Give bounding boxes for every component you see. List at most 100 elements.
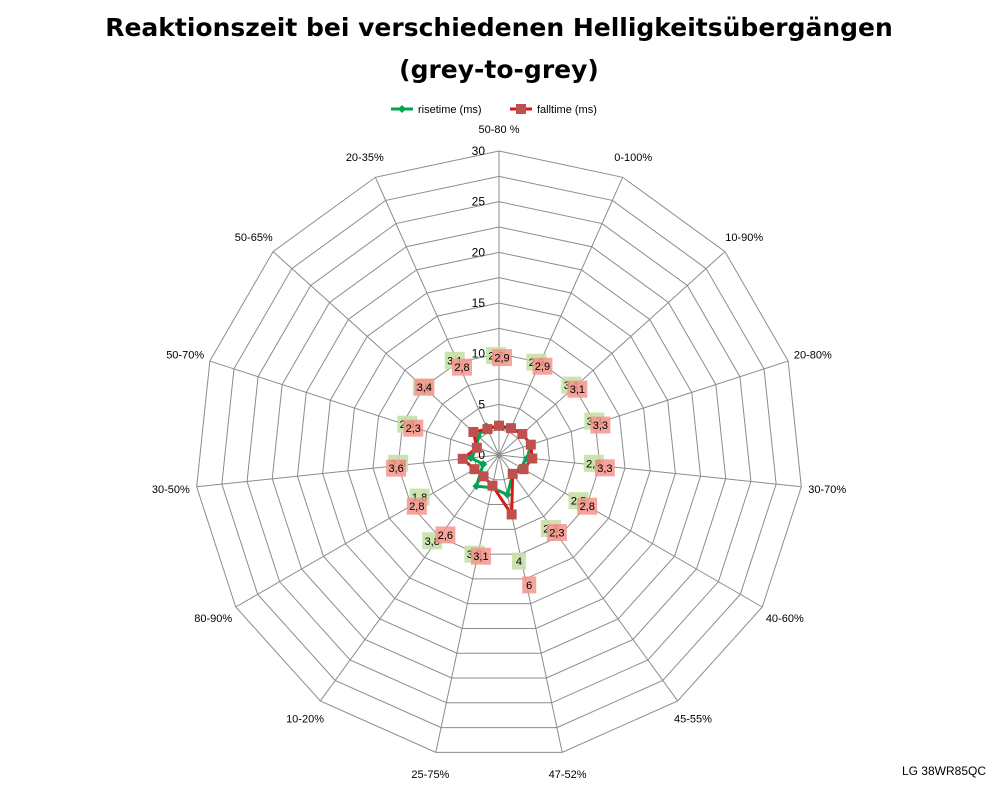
series-marker-falltime: [507, 468, 518, 479]
legend-risetime-marker: [398, 105, 406, 113]
category-label: 40-60%: [766, 613, 804, 625]
data-label: 2,3: [549, 527, 564, 539]
data-label: 4: [516, 556, 522, 568]
data-label-bg: [546, 523, 567, 541]
category-label: 10-20%: [286, 714, 324, 726]
axis-spoke: [498, 454, 802, 488]
legend-falltime-label: falltime (ms): [537, 104, 597, 116]
axis-spoke: [196, 454, 500, 488]
data-label-bg: [435, 526, 456, 544]
category-label: 0-100%: [614, 152, 652, 164]
series-marker-falltime: [478, 471, 489, 482]
category-label: 50-65%: [235, 232, 273, 244]
series-marker-falltime: [527, 453, 538, 464]
axis-spoke: [498, 177, 624, 456]
series-marker-falltime: [468, 426, 479, 437]
grid-ring: [196, 150, 802, 753]
series-line-1: [461, 424, 534, 516]
radial-tick-label: 30: [472, 144, 486, 158]
series-marker-risetime: [503, 490, 512, 499]
axis-spoke: [435, 454, 500, 753]
data-label-bg: [567, 380, 588, 398]
data-label-bg: [403, 419, 424, 437]
data-label: 2,8: [454, 362, 469, 374]
radar-grid: [196, 150, 802, 753]
axis-spoke: [498, 454, 563, 753]
axis-spoke: [498, 454, 679, 702]
axis-spoke: [374, 177, 500, 456]
grid-ring: [397, 353, 601, 555]
axis-spoke: [209, 360, 500, 456]
data-label: 3,1: [570, 384, 585, 396]
grid-ring: [221, 175, 777, 729]
series-marker-falltime: [525, 439, 536, 450]
series-marker-falltime: [487, 480, 498, 491]
series-marker-risetime: [479, 460, 488, 469]
axis-spoke: [319, 454, 500, 702]
series-marker-falltime: [457, 453, 468, 464]
data-label: 3,3: [593, 420, 608, 432]
axis-spoke: [235, 454, 500, 608]
radial-tick-label: 10: [472, 347, 486, 361]
grid-ring: [271, 226, 727, 679]
data-label: 6: [526, 580, 532, 592]
category-label: 45-55%: [674, 714, 712, 726]
data-label: 2,3: [406, 423, 421, 435]
data-label: 3,6: [388, 463, 403, 475]
chart-title-line2: (grey-to-grey): [399, 55, 599, 84]
axis-spoke: [498, 360, 789, 456]
category-labels: 50-80 % 0-100% 10-90% 20-80% 30-70% 40-60% 45-…: [152, 124, 847, 781]
grid-ring: [448, 403, 550, 506]
data-label: 3,4: [417, 382, 432, 394]
axis-spoke: [272, 251, 500, 456]
data-label: 2,8: [580, 501, 595, 513]
legend-risetime-label: risetime (ms): [418, 104, 482, 116]
grid-ring: [322, 277, 676, 629]
radial-tick-label: 25: [472, 195, 486, 209]
grid-ring: [246, 201, 752, 704]
data-label-bg: [511, 552, 526, 570]
data-label-bg: [414, 378, 435, 396]
category-label: 80-90%: [194, 613, 232, 625]
data-label: 2,9: [494, 353, 509, 365]
data-label-bg: [406, 497, 427, 515]
radial-tick-label: 5: [478, 397, 485, 411]
series-marker-falltime: [517, 428, 528, 439]
category-label: 25-75%: [411, 769, 449, 781]
data-label-bg: [594, 459, 615, 477]
chart-title-line1: Reaktionszeit bei verschiedenen Helligke…: [105, 13, 893, 42]
series-marker-falltime: [482, 424, 493, 435]
data-label: 2,6: [438, 530, 453, 542]
grid-ring: [347, 302, 651, 605]
axis-spoke: [498, 251, 726, 456]
grid-ring: [296, 251, 702, 654]
data-label-bg: [522, 576, 537, 594]
grid-ring: [372, 327, 626, 580]
data-label: 2,9: [535, 361, 550, 373]
radial-tick-label: 20: [472, 245, 486, 259]
series-marker-falltime: [471, 442, 482, 453]
series-marker-risetime: [472, 482, 481, 491]
data-label-bg: [470, 547, 491, 565]
category-label: 10-90%: [725, 232, 763, 244]
series-marker-falltime: [518, 464, 529, 475]
watermark: LG 38WR85QC: [902, 764, 986, 778]
series-marker-falltime: [469, 464, 480, 475]
radial-tick-label: 0: [478, 448, 485, 462]
data-label-bg: [386, 459, 407, 477]
series-marker-falltime: [506, 509, 517, 520]
category-label: 30-50%: [152, 484, 190, 496]
radial-tick-labels: 0 5 10 15 20 25 30: [472, 144, 486, 462]
data-label-bg: [451, 358, 472, 376]
legend-falltime-marker: [516, 104, 526, 114]
data-label: 3,3: [597, 463, 612, 475]
legend-item-risetime: risetime (ms): [391, 104, 482, 116]
data-label: 2,8: [409, 501, 424, 513]
category-label: 20-35%: [346, 152, 384, 164]
data-labels: 2,72,93,13,32,82,52,343,33,81,82,82,32,8…: [386, 347, 615, 594]
data-label-bg: [492, 349, 512, 367]
category-label: 50-80 %: [479, 124, 520, 136]
data-label-bg: [590, 416, 611, 434]
data-label-bg: [577, 497, 598, 515]
